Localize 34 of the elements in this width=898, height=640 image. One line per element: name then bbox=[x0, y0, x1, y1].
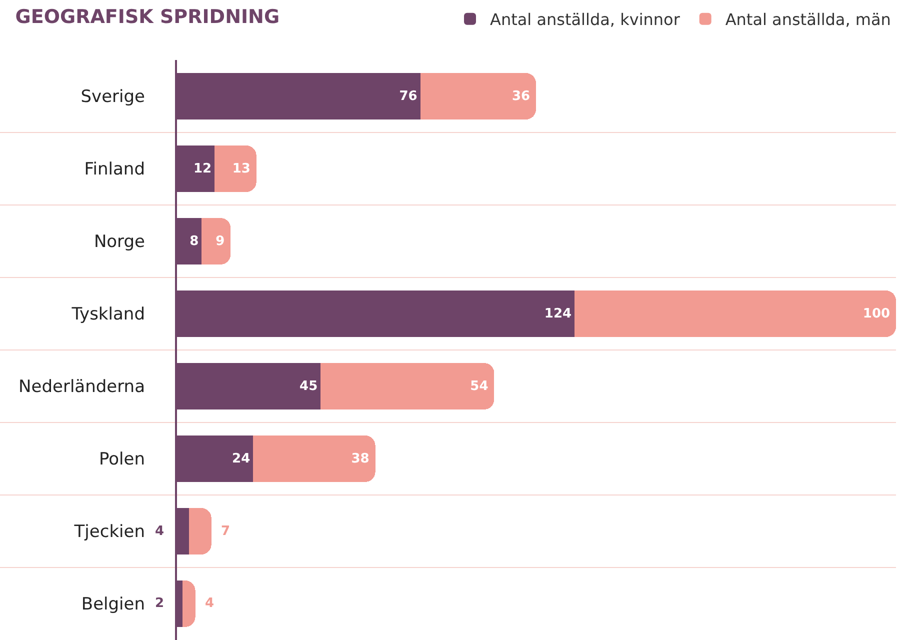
bar bbox=[202, 218, 231, 264]
data-label: 100 bbox=[862, 306, 890, 322]
y-tick-label: Nederländerna bbox=[18, 377, 145, 398]
data-label: 4 bbox=[155, 524, 164, 539]
data-label: 38 bbox=[351, 451, 370, 466]
data-label: 124 bbox=[544, 306, 572, 322]
data-label: 54 bbox=[470, 378, 488, 394]
bar bbox=[320, 363, 494, 410]
data-label: 45 bbox=[300, 378, 318, 394]
bar bbox=[420, 73, 536, 120]
y-tick-label: Polen bbox=[98, 450, 145, 470]
data-label: 7 bbox=[221, 524, 230, 539]
legend-label: Antal anställda, kvinnor bbox=[490, 10, 680, 30]
data-label: 9 bbox=[216, 234, 225, 249]
data-label: 8 bbox=[190, 234, 199, 249]
y-tick-label: Belgien bbox=[81, 594, 145, 615]
y-tick-label: Finland bbox=[84, 160, 145, 180]
bar bbox=[574, 290, 896, 337]
y-tick-label: Tjeckien bbox=[73, 522, 145, 542]
data-label: 4 bbox=[205, 596, 214, 611]
bar bbox=[188, 508, 212, 554]
bar bbox=[214, 146, 256, 192]
data-label: 76 bbox=[399, 88, 418, 104]
data-label: 36 bbox=[512, 88, 530, 104]
y-tick-label: Norge bbox=[94, 232, 145, 252]
data-label: 24 bbox=[232, 451, 250, 466]
y-tick-label: Sverige bbox=[80, 87, 145, 108]
data-label: 12 bbox=[193, 161, 212, 176]
data-label: 13 bbox=[232, 161, 250, 176]
legend-label: Antal anställda, män bbox=[725, 10, 891, 30]
bar bbox=[253, 436, 376, 482]
data-label: 2 bbox=[155, 596, 164, 611]
y-tick-label: Tyskland bbox=[70, 304, 145, 325]
chart-title: GEOGRAFISK SPRIDNING bbox=[15, 6, 280, 28]
